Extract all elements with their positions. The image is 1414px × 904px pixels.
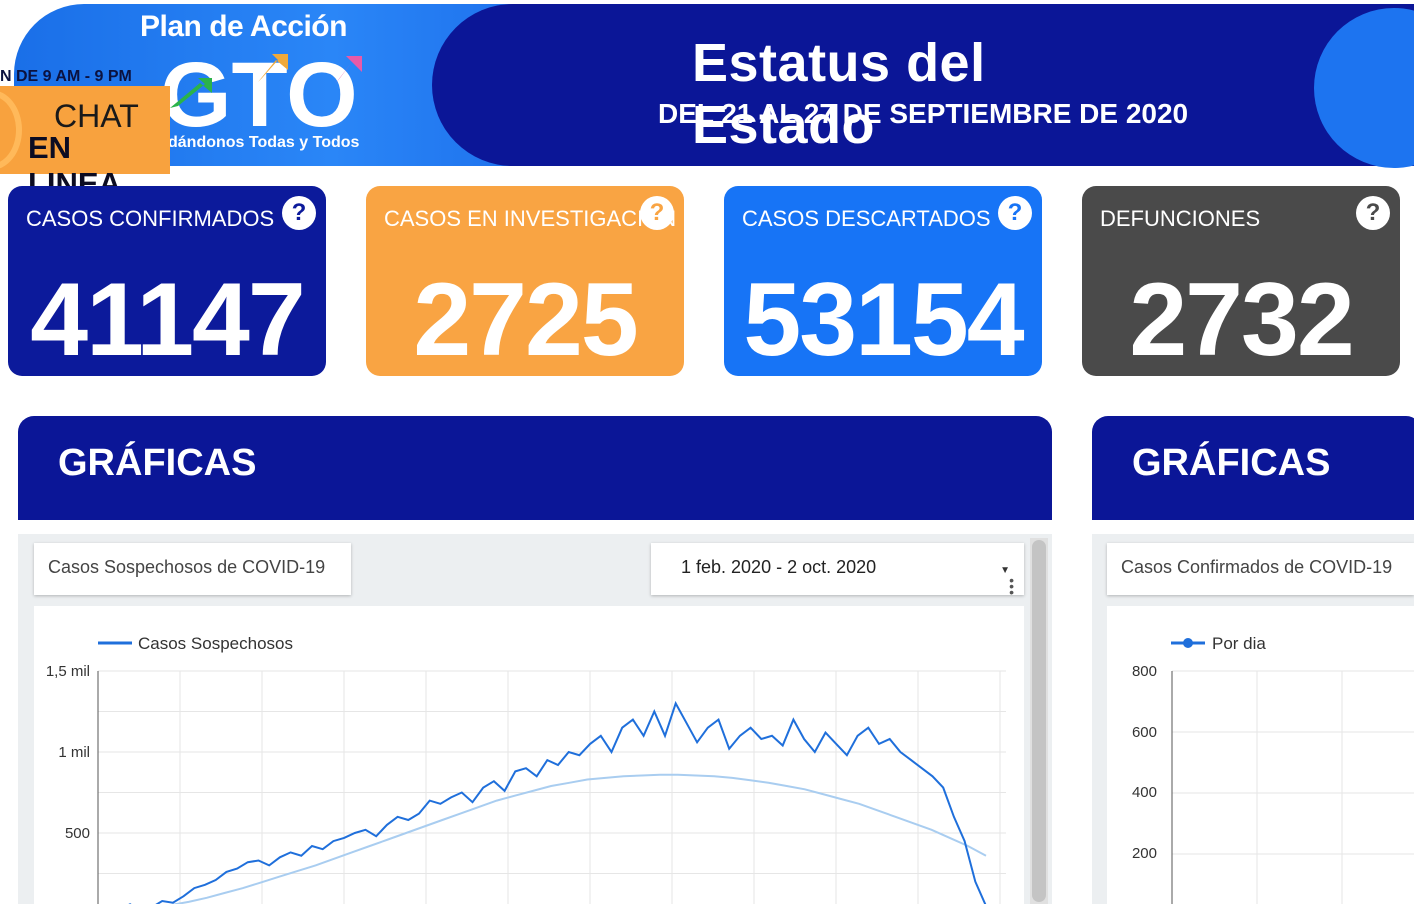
status-title: Estatus del Estado xyxy=(692,33,986,155)
y-tick-label: 600 xyxy=(1131,724,1157,741)
scrollbar-thumb[interactable] xyxy=(1032,540,1046,902)
card-value: 53154 xyxy=(743,262,1024,376)
card-label: DEFUNCIONES xyxy=(1100,206,1261,231)
card-label: CASOS EN INVESTIGACIÓN xyxy=(384,206,677,231)
card-investigation: CASOS EN INVESTIGACIÓN ? 2725 xyxy=(366,186,684,376)
status-panel xyxy=(432,4,1414,168)
chat-label-line1: CHAT xyxy=(54,98,139,134)
graphs-header-right: GRÁFICAS xyxy=(1092,416,1414,520)
status-decoration xyxy=(1314,8,1414,168)
plan-subtitle: dándonos Todas y Todos xyxy=(168,134,360,151)
question-icon[interactable]: ? xyxy=(1356,196,1390,230)
chat-hours: N DE 9 AM - 9 PM xyxy=(0,68,132,85)
chat-icon xyxy=(0,90,22,170)
gto-logo-icon: GTO xyxy=(160,48,362,138)
y-tick-label: 400 xyxy=(1131,784,1157,801)
graphs-header-left: GRÁFICAS xyxy=(18,416,1052,520)
chart-lines xyxy=(128,700,987,904)
y-tick-label: 1,5 mil xyxy=(45,663,90,680)
confirmed-cases-chart xyxy=(1171,638,1414,904)
date-range-text: 1 feb. 2020 - 2 oct. 2020 xyxy=(681,557,877,577)
question-icon[interactable]: ? xyxy=(998,196,1032,230)
chart-grid xyxy=(97,670,1006,904)
legend-label: Por dia xyxy=(1212,634,1266,653)
status-subtitle: DEL 21 AL 27 DE SEPTIEMBRE DE 2020 xyxy=(658,98,1189,129)
caret-down-icon: ▼ xyxy=(1000,565,1010,576)
section-title: GRÁFICAS xyxy=(1132,442,1331,484)
series-line xyxy=(128,700,987,904)
chat-online-button[interactable]: CHAT EN LINEA xyxy=(0,86,170,201)
legend-marker xyxy=(1183,638,1193,648)
card-label: CASOS CONFIRMADOS xyxy=(26,206,275,231)
plan-title: Plan de Acción xyxy=(140,10,347,43)
card-value: 41147 xyxy=(30,262,305,376)
question-icon[interactable]: ? xyxy=(282,196,316,230)
card-discarded: CASOS DESCARTADOS ? 53154 xyxy=(724,186,1042,376)
series-line xyxy=(170,773,987,904)
y-tick-label: 500 xyxy=(64,825,90,842)
card-value: 2732 xyxy=(1129,262,1354,376)
card-deaths: DEFUNCIONES ? 2732 xyxy=(1082,186,1400,376)
chart-area-left xyxy=(34,606,1024,904)
card-value: 2725 xyxy=(413,262,638,376)
question-icon[interactable]: ? xyxy=(640,196,674,230)
chart-title-box: Casos Sospechosos de COVID-19 xyxy=(34,543,351,595)
y-tick-label: 200 xyxy=(1131,845,1157,862)
card-label: CASOS DESCARTADOS xyxy=(742,206,991,231)
card-confirmed: CASOS CONFIRMADOS ? 41147 xyxy=(8,186,326,376)
suspected-cases-chart xyxy=(97,641,1006,904)
y-tick-label: 800 xyxy=(1131,663,1157,680)
header-banner: Plan de Acción GTO dándonos Todas y Todo… xyxy=(0,0,1414,201)
legend-label: Casos Sospechosos xyxy=(138,634,293,653)
y-tick-label: 1 mil xyxy=(58,744,90,761)
section-title: GRÁFICAS xyxy=(58,442,257,484)
more-options-icon[interactable]: • • • xyxy=(1009,572,1014,600)
chart-grid xyxy=(1171,670,1414,904)
date-range-selector[interactable]: 1 feb. 2020 - 2 oct. 2020 ▼ • • • xyxy=(651,543,1024,600)
chart-title-box: Casos Confirmados de COVID-19 xyxy=(1107,543,1414,595)
